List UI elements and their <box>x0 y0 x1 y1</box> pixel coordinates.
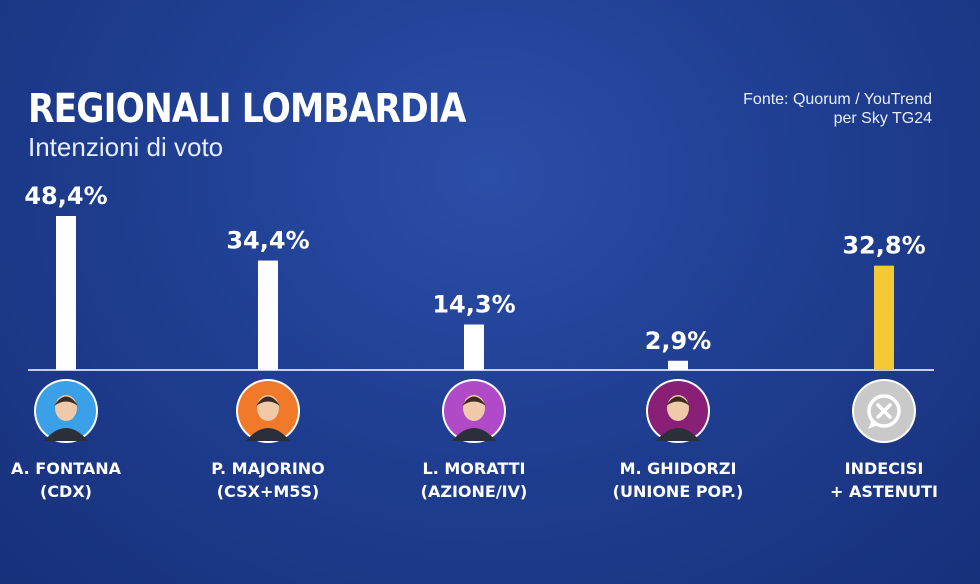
bar-3 <box>668 360 688 370</box>
source-line-2: per Sky TG24 <box>833 110 932 127</box>
category-party-1: (CSX+M5S) <box>217 482 320 501</box>
category-name-3: M. GHIDORZI <box>620 459 737 478</box>
value-label-0: 48,4% <box>24 182 107 210</box>
source-line-1: Fonte: Quorum / YouTrend <box>743 91 932 108</box>
category-name-4: INDECISI <box>845 459 924 478</box>
portrait-body-1 <box>246 428 290 441</box>
value-label-4: 32,8% <box>842 232 925 260</box>
page-subtitle: Intenzioni di voto <box>28 132 224 162</box>
portrait-hair-2 <box>462 396 486 406</box>
page-title: REGIONALI LOMBARDIA <box>28 86 466 132</box>
portrait-body-3 <box>656 428 700 441</box>
value-label-2: 14,3% <box>432 291 515 319</box>
undecided-bubble-icon <box>867 394 901 428</box>
x-icon <box>876 403 892 419</box>
portrait-hair-0 <box>54 396 78 406</box>
category-party-0: (CDX) <box>40 482 92 501</box>
source-note: Fonte: Quorum / YouTrend per Sky TG24 <box>743 90 932 128</box>
bar-2 <box>464 324 484 370</box>
category-name-2: L. MORATTI <box>423 459 526 478</box>
value-label-1: 34,4% <box>226 227 309 255</box>
portrait-body-2 <box>452 428 496 441</box>
bar-4 <box>874 265 894 370</box>
portrait-body-0 <box>44 428 88 441</box>
category-name-1: P. MAJORINO <box>211 459 325 478</box>
bar-0 <box>56 216 76 370</box>
category-party-2: (AZIONE/IV) <box>421 482 528 501</box>
category-party-4: + ASTENUTI <box>830 482 938 501</box>
value-label-3: 2,9% <box>645 327 712 355</box>
portrait-hair-1 <box>256 396 280 406</box>
bubble-tail-icon <box>868 420 878 429</box>
bar-1 <box>258 260 278 370</box>
portrait-hair-3 <box>666 396 690 406</box>
category-party-3: (UNIONE POP.) <box>613 482 744 501</box>
category-name-0: A. FONTANA <box>11 459 122 478</box>
